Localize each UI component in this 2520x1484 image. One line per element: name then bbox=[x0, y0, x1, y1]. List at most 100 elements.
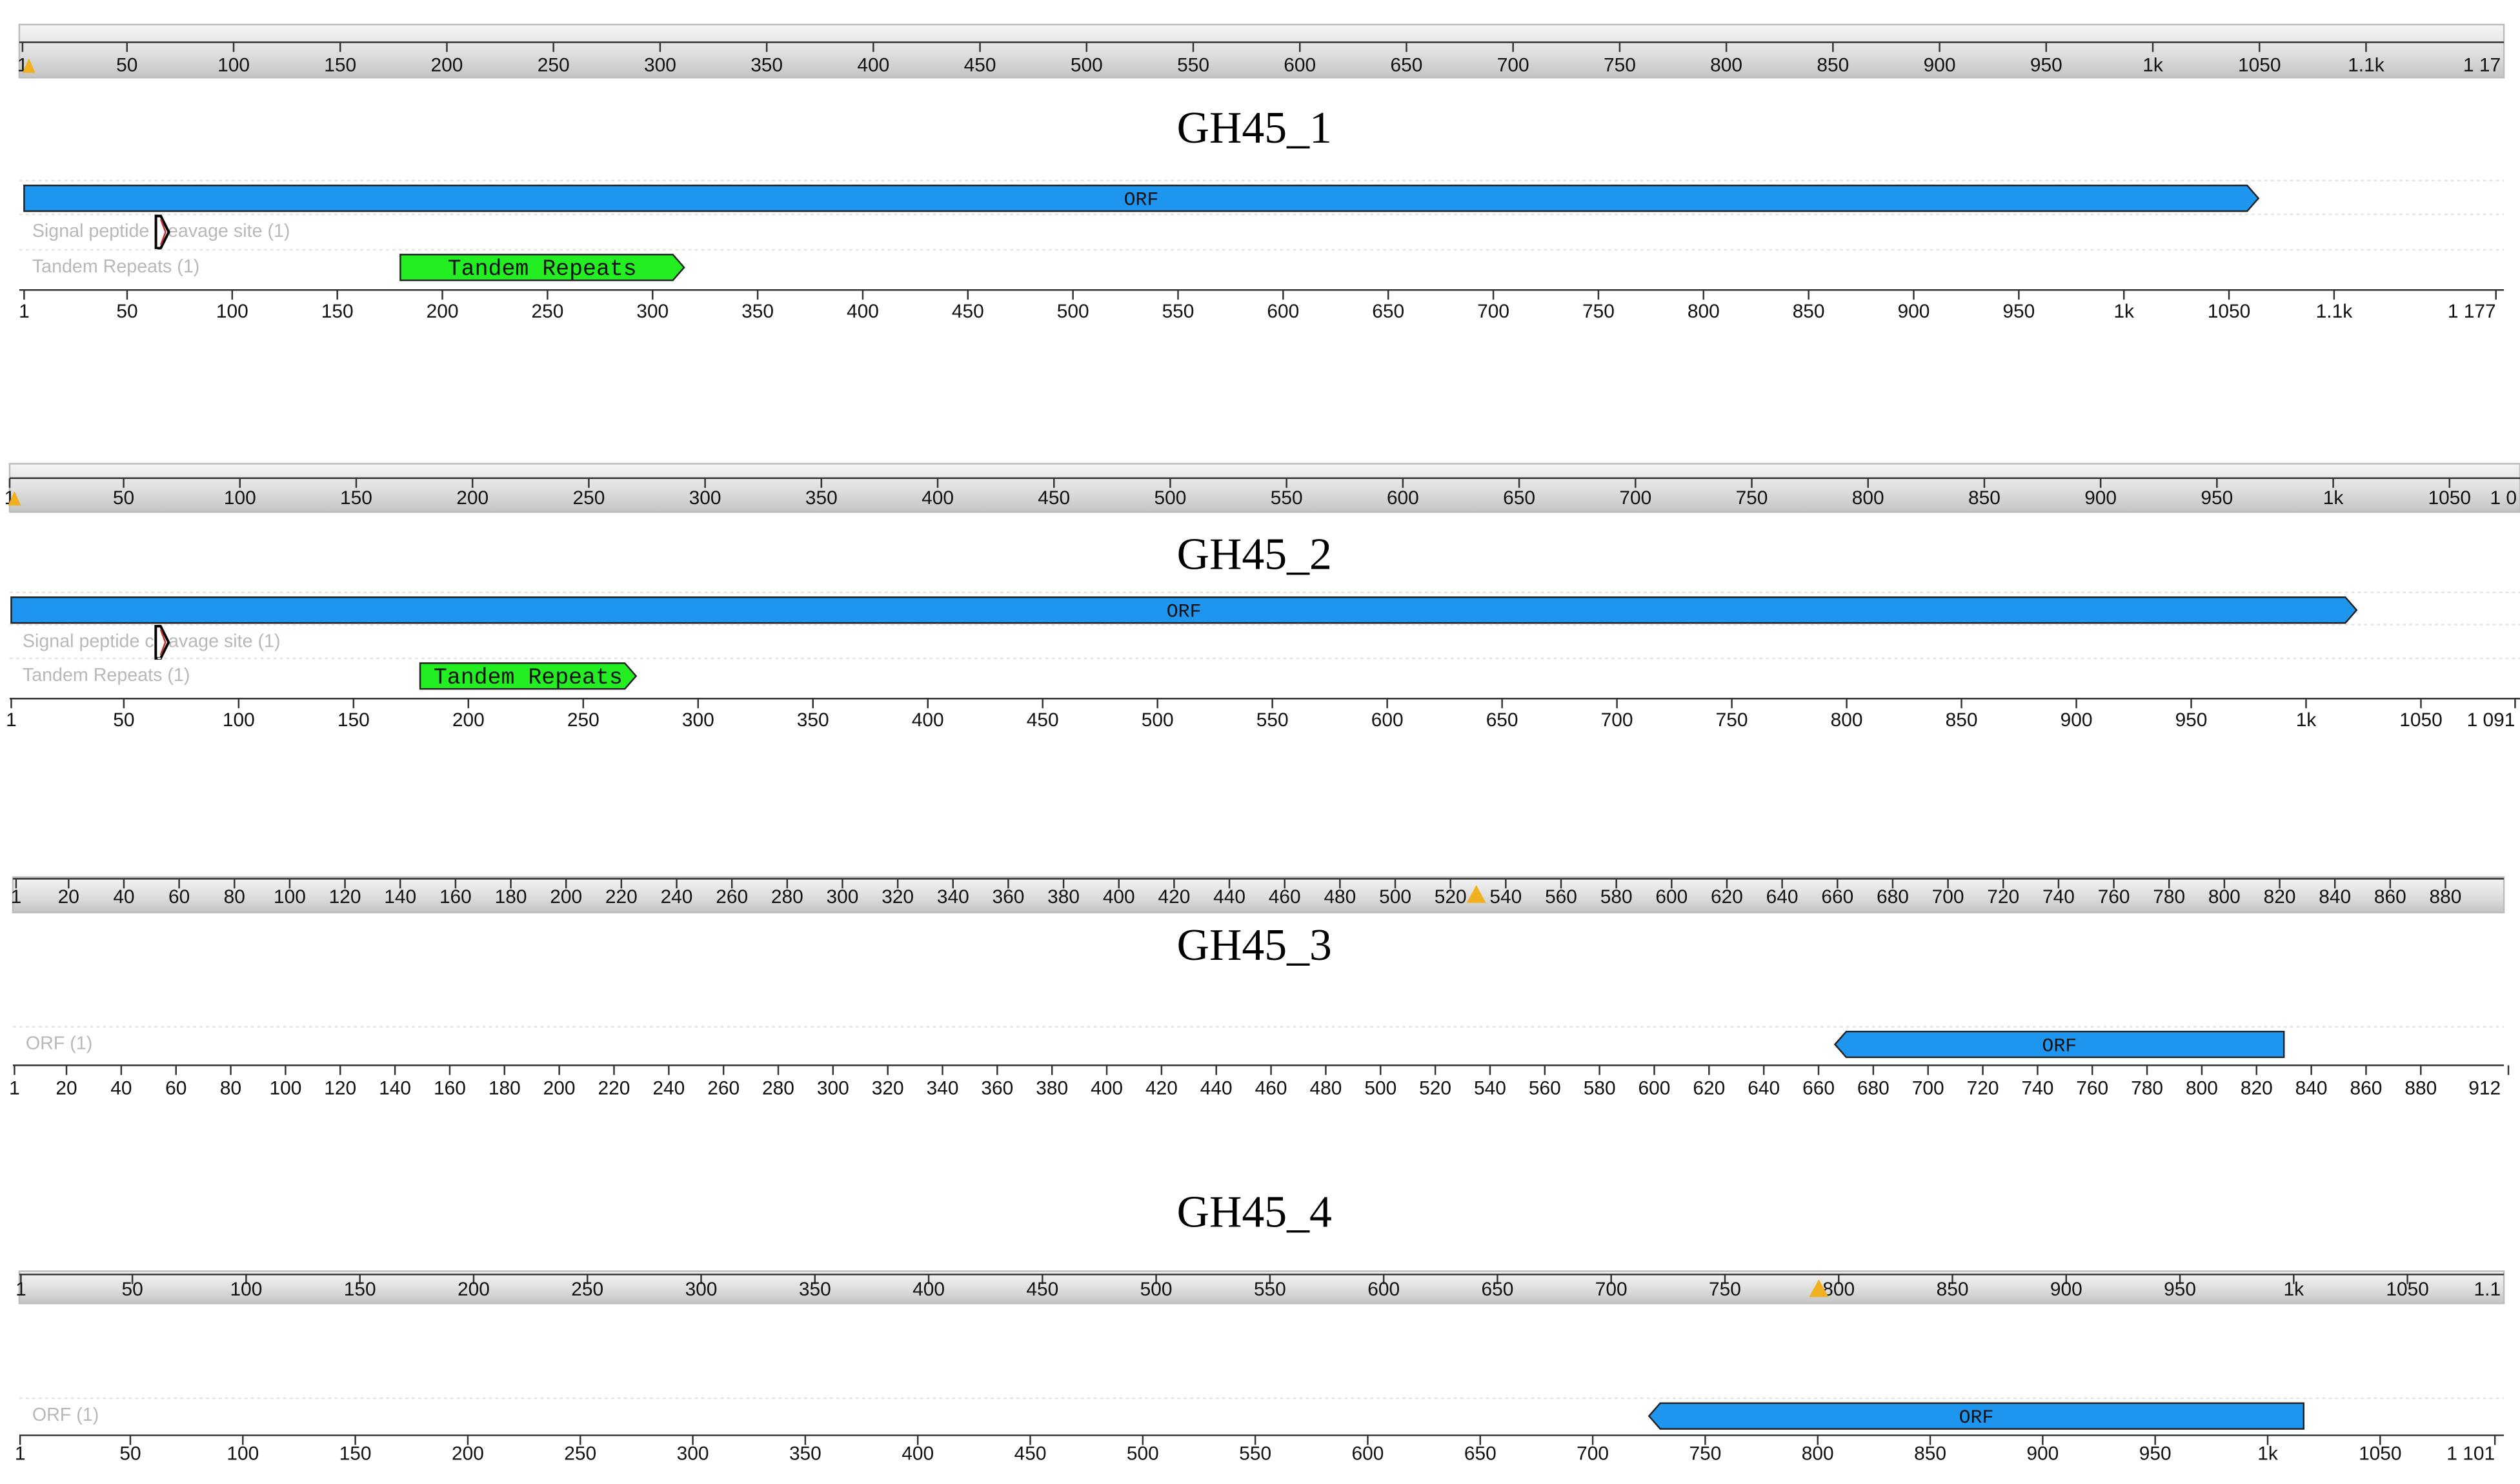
tick-label: 950 bbox=[2175, 709, 2208, 731]
tick-label: 800 bbox=[1802, 1443, 1834, 1464]
cleavage-site-edge bbox=[159, 219, 166, 245]
tick-label: 200 bbox=[431, 55, 463, 76]
tick-label: 240 bbox=[652, 1078, 685, 1099]
feature: Tandem Repeats bbox=[419, 662, 638, 691]
panel-background bbox=[9, 512, 2520, 744]
tick-label: 650 bbox=[1372, 301, 1404, 322]
tick-label: 120 bbox=[324, 1078, 356, 1099]
tick-label: 700 bbox=[1619, 487, 1651, 509]
tick-label: 760 bbox=[2076, 1078, 2108, 1099]
tick-label: 900 bbox=[1898, 301, 1930, 322]
tick-label: 900 bbox=[2084, 487, 2117, 509]
panel-background bbox=[19, 1303, 2505, 1481]
tick-label: 400 bbox=[922, 487, 954, 509]
tick-label: 500 bbox=[1142, 709, 1174, 731]
tick-label: 100 bbox=[274, 886, 306, 908]
tick-label: 650 bbox=[1464, 1443, 1497, 1464]
tick-label: 680 bbox=[1877, 886, 1909, 908]
tick-label: 850 bbox=[1968, 487, 2001, 509]
tick-label: 480 bbox=[1324, 886, 1356, 908]
tick-label: 150 bbox=[339, 1443, 372, 1464]
tick-label: 800 bbox=[2186, 1078, 2218, 1099]
tick-label: 80 bbox=[224, 886, 245, 908]
tick-label: 100 bbox=[223, 709, 255, 731]
tick-label: 1 bbox=[15, 1443, 26, 1464]
tick-label: 200 bbox=[452, 709, 485, 731]
tick-label: 560 bbox=[1545, 886, 1577, 908]
tick-label: 500 bbox=[1127, 1443, 1159, 1464]
tick-label: 850 bbox=[1817, 55, 1849, 76]
tick-label: 180 bbox=[489, 1078, 521, 1099]
tick-label: 540 bbox=[1489, 886, 1522, 908]
tick-label: 740 bbox=[2021, 1078, 2053, 1099]
tick-label: 100 bbox=[224, 487, 256, 509]
tick-label: 660 bbox=[1821, 886, 1853, 908]
tick-label: 100 bbox=[216, 301, 248, 322]
tick-label: 650 bbox=[1503, 487, 1535, 509]
tick-label: 50 bbox=[119, 1443, 141, 1464]
tick-label: 180 bbox=[495, 886, 527, 908]
tick-label: 350 bbox=[751, 55, 783, 76]
tick-label: 200 bbox=[456, 487, 489, 509]
track-label: ORF (1) bbox=[26, 1033, 92, 1054]
tick-label: 700 bbox=[1477, 301, 1509, 322]
tick-label: 540 bbox=[1474, 1078, 1506, 1099]
tick-label: 640 bbox=[1748, 1078, 1780, 1099]
tick-label: 1k bbox=[2142, 55, 2163, 76]
tick-label: 450 bbox=[964, 55, 996, 76]
tick-label: 120 bbox=[329, 886, 361, 908]
panel-title: GH45_2 bbox=[1177, 529, 1332, 579]
tick-label: 550 bbox=[1254, 1279, 1286, 1300]
cursor-marker bbox=[1466, 885, 1486, 903]
tick-label: 1 091 bbox=[2467, 709, 2515, 731]
tick-label: 800 bbox=[1710, 55, 1742, 76]
tick-label: 1 bbox=[9, 1078, 20, 1099]
tick-label: 700 bbox=[1932, 886, 1964, 908]
tick-label: 600 bbox=[1387, 487, 1419, 509]
tick-label: 400 bbox=[902, 1443, 934, 1464]
tick-label: 150 bbox=[344, 1279, 376, 1300]
tick-label: 60 bbox=[165, 1078, 186, 1099]
tick-label: 800 bbox=[1688, 301, 1720, 322]
tick-label: 550 bbox=[1256, 709, 1289, 731]
feature-arrow bbox=[419, 662, 638, 690]
tick-label: 880 bbox=[2430, 886, 2462, 908]
tick-label: 840 bbox=[2295, 1078, 2328, 1099]
tick-label: 200 bbox=[458, 1279, 490, 1300]
tick-label: 200 bbox=[427, 301, 459, 322]
tick-label: 720 bbox=[1967, 1078, 1999, 1099]
tick-label: 150 bbox=[338, 709, 370, 731]
feature-label: Tandem Repeats bbox=[434, 666, 623, 691]
tick-label: 1 0 bbox=[2490, 487, 2517, 509]
tick-label: 550 bbox=[1162, 301, 1194, 322]
tick-label: 460 bbox=[1269, 886, 1301, 908]
tick-label: 1050 bbox=[2238, 55, 2281, 76]
tick-label: 500 bbox=[1140, 1279, 1173, 1300]
tick-label: 860 bbox=[2350, 1078, 2383, 1099]
tick-label: 250 bbox=[564, 1443, 596, 1464]
tick-label: 500 bbox=[1154, 487, 1187, 509]
maps: 1 50 100 150 200 250 300 350 400 450 500 550 600 650 7… bbox=[5, 23, 2520, 1481]
tick-label: 50 bbox=[116, 301, 137, 322]
feature-arrow bbox=[1833, 1030, 2285, 1059]
tick-label: 800 bbox=[1831, 709, 1863, 731]
tick-label: 760 bbox=[2098, 886, 2130, 908]
tick-label: 650 bbox=[1481, 1279, 1513, 1300]
tick-label: 100 bbox=[227, 1443, 259, 1464]
cleavage-site bbox=[154, 214, 170, 250]
feature-label: ORF bbox=[1167, 601, 1202, 623]
tick-label: 780 bbox=[2131, 1078, 2163, 1099]
feature-arrow bbox=[1648, 1402, 2305, 1430]
track-label: Signal peptide cleavage site (1) bbox=[23, 631, 281, 652]
tick-label: 350 bbox=[799, 1279, 831, 1300]
tick-label: 280 bbox=[771, 886, 803, 908]
feature: Tandem Repeats bbox=[399, 254, 685, 282]
tick-label: 400 bbox=[857, 55, 889, 76]
panel-background bbox=[12, 912, 2505, 1111]
tick-label: 650 bbox=[1391, 55, 1423, 76]
tick-label: 520 bbox=[1419, 1078, 1451, 1099]
tick-label: 260 bbox=[716, 886, 748, 908]
tick-label: 700 bbox=[1595, 1279, 1628, 1300]
